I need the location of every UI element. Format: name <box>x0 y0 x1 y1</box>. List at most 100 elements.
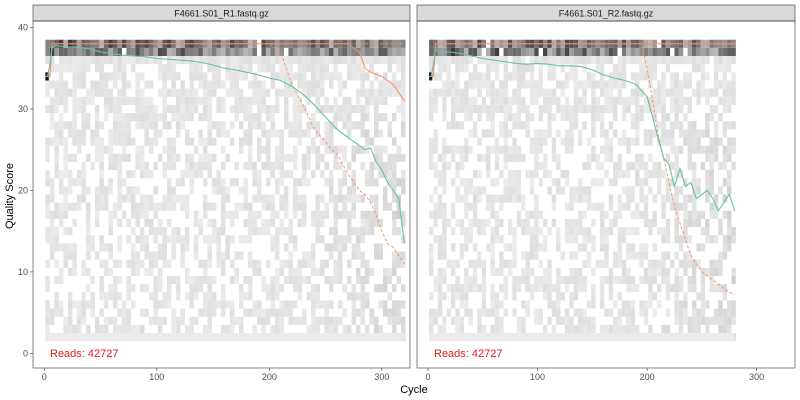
heat-cell <box>261 161 266 171</box>
heat-cell <box>591 300 596 309</box>
heat-cell <box>360 129 365 138</box>
heat-cell <box>700 284 706 293</box>
heat-cell <box>373 218 379 228</box>
heat-cell <box>324 56 329 65</box>
heat-cell <box>661 96 666 105</box>
heat-cell <box>171 308 176 317</box>
heat-cell <box>117 121 122 130</box>
heat-cell <box>378 47 383 57</box>
heat-cell <box>529 137 535 146</box>
heat-cell <box>696 324 701 333</box>
heat-cell <box>72 47 77 57</box>
heat-cell <box>551 153 557 162</box>
heat-cell <box>360 161 365 171</box>
heat-cell <box>139 210 145 219</box>
heat-cell <box>477 194 482 203</box>
heat-cell <box>464 227 469 236</box>
heat-cell <box>220 104 226 114</box>
heat-cell <box>166 259 172 268</box>
heat-cell <box>256 170 262 179</box>
heat-cell <box>256 186 262 195</box>
heat-cell <box>306 178 311 187</box>
heat-cell <box>468 145 473 154</box>
heat-cell <box>630 300 636 309</box>
heat-cell <box>613 113 618 122</box>
heat-cell <box>433 137 438 146</box>
heat-cell <box>292 186 298 195</box>
heat-cell <box>171 251 176 260</box>
heat-cell <box>678 300 684 309</box>
heat-cell <box>387 56 392 65</box>
heat-cell <box>378 96 383 105</box>
heat-cell <box>391 316 397 325</box>
heat-cell <box>211 308 217 317</box>
heat-cell <box>595 202 600 211</box>
heat-cell <box>459 227 465 236</box>
heat-cell <box>256 227 262 236</box>
heat-cell <box>387 129 392 138</box>
heat-cell <box>582 194 587 203</box>
heat-cell <box>648 275 653 285</box>
heat-cell <box>144 80 149 89</box>
heat-cell <box>450 210 456 219</box>
heat-cell <box>364 210 370 219</box>
heat-cell <box>652 72 657 81</box>
heat-cell <box>661 227 666 236</box>
heat-cell <box>243 178 248 187</box>
heat-cell <box>319 267 325 276</box>
q25-line <box>45 43 405 264</box>
heat-cell <box>288 218 293 228</box>
heat-cell <box>72 324 77 333</box>
heat-cell <box>665 194 671 203</box>
heat-cell <box>333 202 338 211</box>
heat-cell <box>252 300 257 309</box>
heat-cell <box>450 104 456 114</box>
heat-cell <box>635 56 640 65</box>
heat-cell <box>582 275 587 285</box>
heat-cell <box>270 202 275 211</box>
heat-cell <box>265 153 271 162</box>
heat-cell <box>521 267 526 276</box>
heat-cell <box>72 178 77 187</box>
heat-cell <box>117 72 122 81</box>
heat-cell <box>310 113 316 122</box>
heat-cell <box>238 284 244 293</box>
heat-cell <box>81 80 86 89</box>
heat-cell <box>582 186 587 195</box>
heat-cell <box>705 235 710 244</box>
panel-r1-title: F4661.S01_R1.fastq.gz <box>174 9 269 19</box>
heat-cell <box>270 235 275 244</box>
heat-cell <box>360 259 365 268</box>
heat-cell <box>148 194 154 203</box>
heat-cell <box>297 194 302 203</box>
heat-cell <box>265 259 271 268</box>
heat-cell <box>238 72 244 81</box>
heat-cell <box>166 64 172 73</box>
heat-cell <box>306 292 311 301</box>
heat-cell <box>621 259 627 268</box>
heat-cell <box>189 80 194 89</box>
heat-cell <box>45 137 50 146</box>
heat-cell <box>481 56 487 65</box>
heat-cell <box>477 56 482 65</box>
heat-cell <box>538 145 543 154</box>
heat-cell <box>265 88 271 97</box>
heat-cell <box>85 121 91 130</box>
heat-cell <box>700 308 706 317</box>
heat-cell <box>512 235 517 244</box>
heat-cell <box>661 129 666 138</box>
heat-cell <box>135 324 140 333</box>
heat-cell <box>635 170 640 179</box>
heat-cell <box>670 259 675 268</box>
heat-cell <box>72 259 77 268</box>
heat-cell <box>171 104 176 114</box>
heat-cell <box>678 145 684 154</box>
heat-cell <box>288 227 293 236</box>
heat-cell <box>315 47 320 57</box>
heat-cell <box>464 145 469 154</box>
heat-cell <box>486 129 491 138</box>
heat-cell <box>76 194 82 203</box>
heat-cell <box>490 324 495 333</box>
heat-cell <box>507 267 513 276</box>
heat-cell <box>494 227 500 236</box>
